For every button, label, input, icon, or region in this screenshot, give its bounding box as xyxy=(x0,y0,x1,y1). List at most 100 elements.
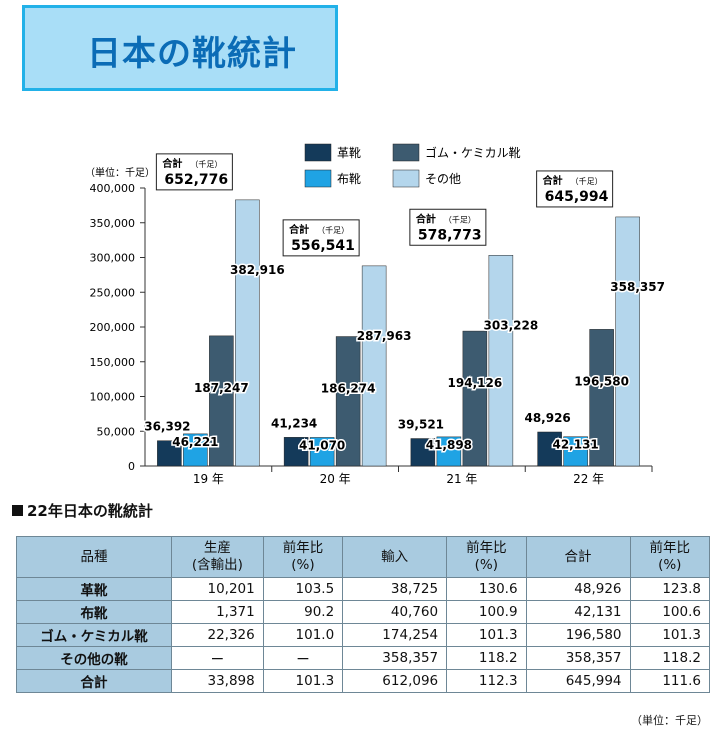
table-row: 革靴 10,201 103.5 38,725 130.6 48,926 123.8 xyxy=(15,577,711,601)
table-row: その他の靴ーー 358,357 118.2 358,357 118.2 xyxy=(15,646,711,670)
x-tick-label: 19 年 xyxy=(193,472,224,486)
table-row: 合計 33,898 101.3 612,096 112.3 645,994 111.6 xyxy=(15,669,711,693)
total-value: 556,541 xyxy=(291,238,355,254)
table-cell: 42,131 xyxy=(525,600,631,624)
table-cell: 100.6 xyxy=(629,600,711,624)
legend-label: その他 xyxy=(425,172,461,186)
y-tick-label: 400,000 xyxy=(90,182,136,195)
table-cell: 196,580 xyxy=(525,623,631,647)
table-header-cell: 前年比 (%) xyxy=(446,536,527,578)
bar-4 xyxy=(361,265,387,467)
table-cell: 112.3 xyxy=(446,669,527,693)
table-header-cell: 前年比 (%) xyxy=(629,536,711,578)
bar-1 xyxy=(157,440,182,467)
legend-label: 布靴 xyxy=(337,172,361,186)
table-cell: 101.3 xyxy=(446,623,527,647)
table-cell: 174,254 xyxy=(342,623,448,647)
table-cell: 612,096 xyxy=(342,669,448,693)
bar-1 xyxy=(410,438,436,467)
bar-4 xyxy=(615,216,640,467)
table-header-cell: 前年比 (%) xyxy=(262,536,344,578)
table-header-row: 品種 生産 (含輸出) 前年比 (%) 輸入 前年比 (%) 合計 前年比 (%) xyxy=(15,536,711,578)
table-row: 布靴 1,371 90.2 40,760 100.9 42,131 100.6 xyxy=(15,600,711,624)
square-bullet-icon xyxy=(12,505,23,516)
y-tick-label: 300,000 xyxy=(90,252,136,265)
table-cell: 645,994 xyxy=(525,669,631,693)
data-label: 358,357 xyxy=(610,280,665,294)
data-label: 187,247 xyxy=(194,381,249,395)
table-cell: 358,357 xyxy=(525,646,631,670)
table-body: 革靴 10,201 103.5 38,725 130.6 48,926 123.8 布靴 1,3… xyxy=(15,577,711,693)
bar-2 xyxy=(183,433,208,467)
bar-2 xyxy=(563,436,588,467)
bar-3 xyxy=(209,335,234,467)
data-label: 196,580 xyxy=(574,374,629,388)
table-cell: ー xyxy=(262,646,344,670)
total-label: 合計 xyxy=(542,174,563,187)
table-title-text: 22年日本の靴統計 xyxy=(27,502,153,520)
bar-4 xyxy=(235,199,260,467)
bar-2 xyxy=(436,436,462,467)
title-banner: 日本の靴統計 xyxy=(22,5,338,91)
data-label: 41,070 xyxy=(299,438,345,452)
x-tick-label: 21 年 xyxy=(446,472,477,486)
table-cell: 1,371 xyxy=(171,600,264,624)
total-value: 578,773 xyxy=(418,227,482,243)
data-label: 39,521 xyxy=(398,418,444,432)
unit-label: （単位：千足） xyxy=(85,166,155,179)
legend-swatch xyxy=(304,143,332,162)
table-row: ゴム・ケミカル靴 22,326 101.0 174,254 101.3 196,580 10… xyxy=(15,623,711,647)
data-label: 194,126 xyxy=(448,376,503,390)
total-unit: （千足） xyxy=(571,176,603,186)
bar-3 xyxy=(462,330,488,467)
data-label: 42,131 xyxy=(552,438,598,452)
data-label: 41,898 xyxy=(426,438,472,452)
row-header-cell: 革靴 xyxy=(15,577,173,601)
table-header-cell: 生産 (含輸出) xyxy=(171,536,264,578)
table-cell: 48,926 xyxy=(525,577,631,601)
data-label: 287,963 xyxy=(357,329,412,343)
table-title: 22年日本の靴統計 xyxy=(12,500,153,521)
x-tick-label: 20 年 xyxy=(320,472,351,486)
data-label: 36,392 xyxy=(144,420,190,434)
row-header-cell: 布靴 xyxy=(15,600,173,624)
table-cell: ー xyxy=(171,646,264,670)
y-tick-label: 100,000 xyxy=(90,391,136,404)
row-header-cell: 合計 xyxy=(15,669,173,693)
bar-3 xyxy=(335,336,361,467)
legend-label: ゴム・ケミカル靴 xyxy=(425,145,521,160)
table-cell: 101.3 xyxy=(262,669,344,693)
table-cell: 10,201 xyxy=(171,577,264,601)
total-unit: （千足） xyxy=(444,214,476,224)
bar-1 xyxy=(283,437,309,467)
table-cell: 101.3 xyxy=(629,623,711,647)
table-cell: 103.5 xyxy=(262,577,344,601)
y-tick-label: 150,000 xyxy=(90,356,136,369)
legend-label: 革靴 xyxy=(337,146,361,160)
total-box xyxy=(155,153,233,191)
total-box xyxy=(282,219,360,257)
table-cell: 33,898 xyxy=(171,669,264,693)
data-label: 48,926 xyxy=(524,411,570,425)
table-cell: 90.2 xyxy=(262,600,344,624)
total-box xyxy=(409,208,487,246)
table-cell: 130.6 xyxy=(446,577,527,601)
legend-swatch xyxy=(392,143,420,162)
data-label: 41,234 xyxy=(271,416,317,430)
table-header-cell: 品種 xyxy=(15,536,173,578)
x-tick-label: 22 年 xyxy=(573,472,604,486)
table-cell: 123.8 xyxy=(629,577,711,601)
y-tick-label: 50,000 xyxy=(97,425,136,438)
data-label: 46,221 xyxy=(172,435,218,449)
table-cell: 118.2 xyxy=(629,646,711,670)
row-header-cell: ゴム・ケミカル靴 xyxy=(15,623,173,647)
table-cell: 40,760 xyxy=(342,600,448,624)
total-label: 合計 xyxy=(161,157,182,170)
table-cell: 111.6 xyxy=(629,669,711,693)
y-tick-label: 350,000 xyxy=(90,217,136,230)
total-label: 合計 xyxy=(288,223,309,236)
bar-4 xyxy=(488,255,514,467)
page-title: 日本の靴統計 xyxy=(87,34,297,74)
table-cell: 22,326 xyxy=(171,623,264,647)
y-tick-label: 200,000 xyxy=(90,321,136,334)
